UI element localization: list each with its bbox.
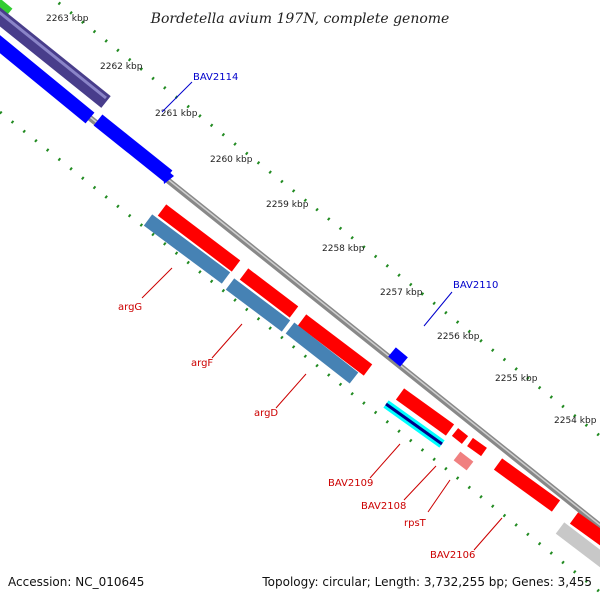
gene-label-argD[interactable]: argD <box>254 408 278 419</box>
gene-block-red-bav2106[interactable] <box>493 458 561 512</box>
outer-tick-track <box>52 0 600 438</box>
inner-tick-track <box>0 110 600 594</box>
leader-rpsT <box>427 479 451 513</box>
map-title: Bordetella avium 197N, complete genome <box>150 11 450 27</box>
ruler-label: 2263 kbp <box>46 14 89 24</box>
leader-bav2114 <box>161 81 193 113</box>
gene-labels: BAV2114 BAV2110 argG argF argD BAV2109 B… <box>118 72 498 561</box>
ruler-label: 2255 kbp <box>495 374 538 384</box>
gene-block-red-small-2[interactable] <box>467 437 487 457</box>
gene-label-bav2106[interactable]: BAV2106 <box>430 550 475 561</box>
gene-label-bav2114[interactable]: BAV2114 <box>193 72 238 83</box>
leader-argD <box>275 373 307 409</box>
gene-block-red-argD-fwd[interactable] <box>297 314 373 376</box>
label-leader-lines <box>141 81 503 551</box>
gene-block-red-small-1[interactable] <box>451 428 469 444</box>
gene-label-bav2108[interactable]: BAV2108 <box>361 501 406 512</box>
gene-block-red-argG-fwd[interactable] <box>157 204 241 272</box>
gene-block-rpsT[interactable] <box>453 451 474 471</box>
accession-text: Accession: NC_010645 <box>8 575 144 589</box>
gene-label-bav2110[interactable]: BAV2110 <box>453 280 498 291</box>
gene-label-argG[interactable]: argG <box>118 302 142 313</box>
gene-block-red-bav2109[interactable] <box>395 388 455 436</box>
gene-block-grey-right[interactable] <box>555 522 600 568</box>
ruler-label: 2262 kbp <box>100 62 143 72</box>
gene-label-argF[interactable]: argF <box>191 358 213 369</box>
ruler-label: 2261 kbp <box>155 109 198 119</box>
genome-summary-text: Topology: circular; Length: 3,732,255 bp… <box>261 575 592 589</box>
leader-argF <box>211 323 243 359</box>
leader-bav2106 <box>473 517 503 551</box>
gene-block-dark-blue[interactable] <box>0 7 111 108</box>
gene-label-bav2109[interactable]: BAV2109 <box>328 478 373 489</box>
gene-block-bav2110[interactable] <box>388 347 408 367</box>
gene-block-argF[interactable] <box>225 278 291 332</box>
gene-features <box>0 0 600 568</box>
gene-block-red-argF-fwd[interactable] <box>239 268 299 318</box>
gene-block-argD[interactable] <box>285 322 359 384</box>
gene-label-rpsT[interactable]: rpsT <box>404 518 427 529</box>
leader-bav2109 <box>369 443 401 479</box>
gene-block-argG[interactable] <box>143 214 231 284</box>
leader-bav2110 <box>423 291 453 327</box>
ruler-label: 2257 kbp <box>380 288 423 298</box>
kbp-ruler: 2263 kbp 2262 kbp 2261 kbp 2260 kbp 2259… <box>46 14 597 426</box>
gene-block-bav2114-arrow[interactable] <box>162 166 174 184</box>
gene-block-bav2108-inner <box>385 402 443 446</box>
gene-block-red-right[interactable] <box>569 512 600 546</box>
leader-argG <box>141 267 173 299</box>
gene-block-bav2114[interactable] <box>93 114 173 182</box>
gene-block-dark-blue-shine <box>0 10 107 100</box>
ruler-label: 2259 kbp <box>266 200 309 210</box>
ruler-label: 2260 kbp <box>210 155 253 165</box>
ruler-label: 2254 kbp <box>554 416 597 426</box>
gene-block-blue-upper[interactable] <box>0 35 95 124</box>
leader-bav2108 <box>403 465 437 501</box>
ruler-label: 2256 kbp <box>437 332 480 342</box>
ruler-label: 2258 kbp <box>322 244 365 254</box>
